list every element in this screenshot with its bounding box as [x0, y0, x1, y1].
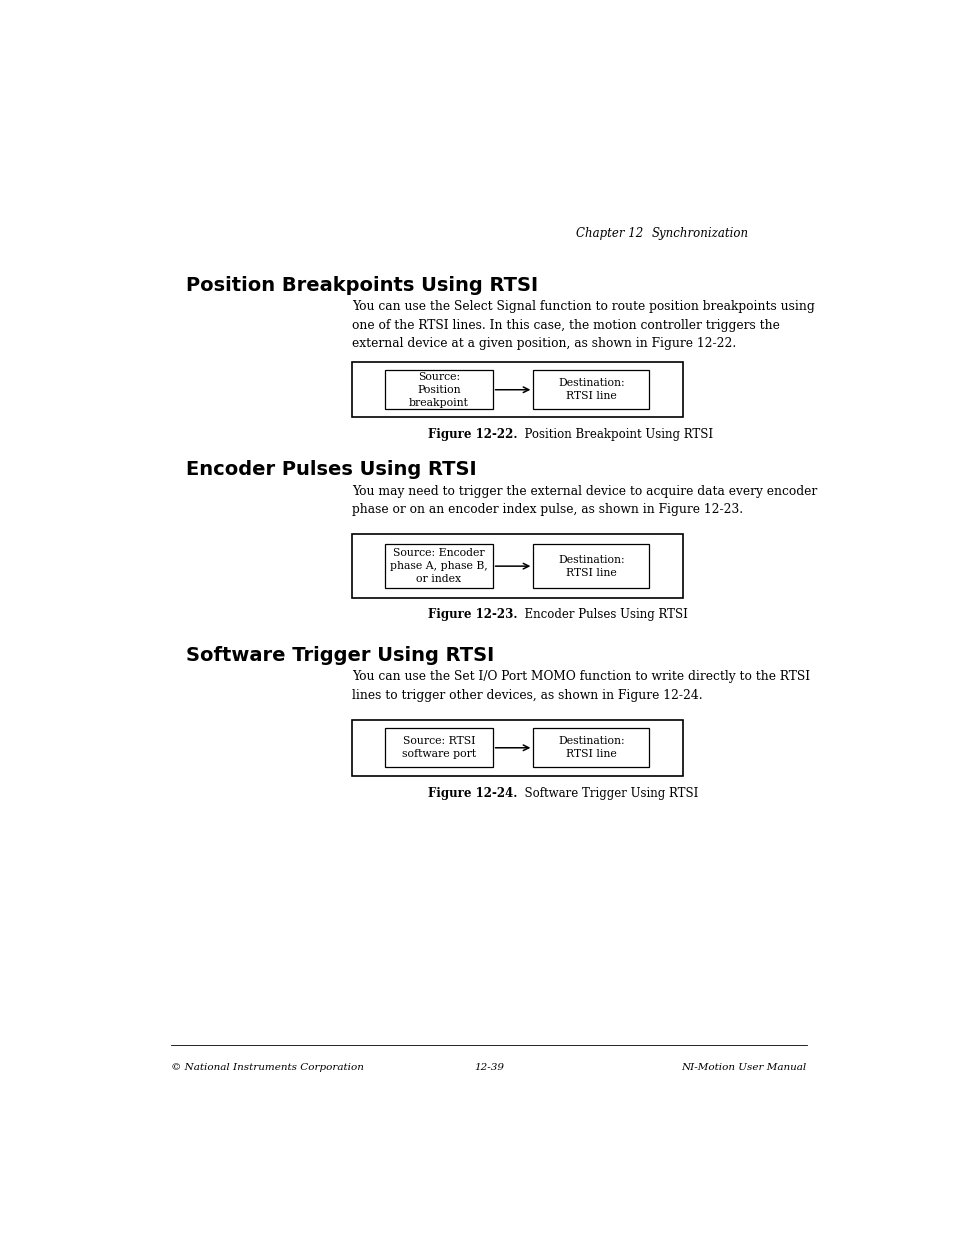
Text: Source:
Position
breakpoint: Source: Position breakpoint: [409, 372, 469, 408]
Text: Encoder Pulses Using RTSI: Encoder Pulses Using RTSI: [517, 609, 687, 621]
Text: Position Breakpoints Using RTSI: Position Breakpoints Using RTSI: [186, 275, 537, 295]
FancyBboxPatch shape: [352, 535, 682, 598]
Text: Synchronization: Synchronization: [651, 227, 748, 240]
Text: Position Breakpoint Using RTSI: Position Breakpoint Using RTSI: [517, 427, 713, 441]
Text: Source: RTSI
software port: Source: RTSI software port: [401, 736, 476, 760]
FancyBboxPatch shape: [533, 543, 649, 588]
Text: Figure 12-23.: Figure 12-23.: [428, 609, 517, 621]
Text: 12-39: 12-39: [474, 1062, 503, 1072]
Text: Figure 12-24.: Figure 12-24.: [428, 787, 517, 800]
Text: NI-Motion User Manual: NI-Motion User Manual: [680, 1062, 806, 1072]
FancyBboxPatch shape: [533, 370, 649, 409]
Text: Destination:
RTSI line: Destination: RTSI line: [558, 736, 624, 760]
Text: Software Trigger Using RTSI: Software Trigger Using RTSI: [186, 646, 494, 664]
Text: You may need to trigger the external device to acquire data every encoder
phase : You may need to trigger the external dev…: [352, 485, 817, 516]
FancyBboxPatch shape: [533, 729, 649, 767]
FancyBboxPatch shape: [385, 729, 492, 767]
Text: You can use the Select Signal function to route position breakpoints using
one o: You can use the Select Signal function t…: [352, 300, 814, 351]
Text: © National Instruments Corporation: © National Instruments Corporation: [171, 1062, 363, 1072]
FancyBboxPatch shape: [385, 543, 492, 588]
Text: Figure 12-22.: Figure 12-22.: [428, 427, 517, 441]
Text: Destination:
RTSI line: Destination: RTSI line: [558, 555, 624, 578]
FancyBboxPatch shape: [352, 362, 682, 417]
Text: Source: Encoder
phase A, phase B,
or index: Source: Encoder phase A, phase B, or ind…: [390, 548, 487, 584]
Text: You can use the Set I/O Port MOMO function to write directly to the RTSI
lines t: You can use the Set I/O Port MOMO functi…: [352, 671, 809, 701]
Text: Destination:
RTSI line: Destination: RTSI line: [558, 378, 624, 401]
FancyBboxPatch shape: [352, 720, 682, 776]
Text: Software Trigger Using RTSI: Software Trigger Using RTSI: [517, 787, 698, 800]
Text: Encoder Pulses Using RTSI: Encoder Pulses Using RTSI: [186, 461, 476, 479]
Text: Chapter 12: Chapter 12: [576, 227, 642, 240]
FancyBboxPatch shape: [385, 370, 492, 409]
